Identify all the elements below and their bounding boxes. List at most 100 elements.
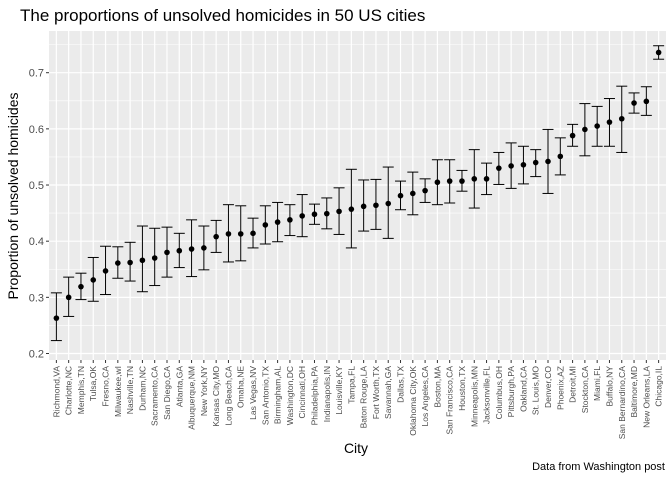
x-tick-label: Louisville,KY <box>334 366 344 415</box>
x-tick-label: Buffalo,NY <box>604 366 614 407</box>
data-point <box>127 259 133 266</box>
x-axis: Richmond,VA Charlotte,NC Memphis,TN Tulsa,O… <box>51 360 664 440</box>
data-point <box>250 230 256 237</box>
data-point <box>225 231 232 237</box>
data-point <box>287 217 293 223</box>
x-tick-label: Charlotte,NC <box>64 366 74 415</box>
x-tick-label: Phoenix,AZ <box>555 366 565 410</box>
x-tick-label: Fresno,CA <box>101 366 111 407</box>
data-point <box>643 98 650 105</box>
x-tick-label: Houston,TX <box>457 366 467 411</box>
plot-panel <box>49 31 666 360</box>
x-tick-label: Sacramento,CA <box>150 366 160 426</box>
x-tick-label: Columbus,OH <box>494 366 504 419</box>
x-tick-label: San Francisco,CA <box>445 366 455 435</box>
data-point <box>102 268 109 274</box>
x-tick-label: Boston,MA <box>432 366 442 408</box>
y-tick-label: 0.6 <box>29 124 44 136</box>
data-point <box>508 163 514 169</box>
data-point <box>53 315 60 321</box>
x-tick-label: Baltimore,MD <box>629 366 639 417</box>
data-point <box>655 49 662 56</box>
y-tick-label: 0.7 <box>29 68 44 80</box>
y-tick-label: 0.2 <box>29 349 44 361</box>
x-tick-label: Minneapolis,MN <box>469 366 479 427</box>
x-tick-label: Dallas,TX <box>396 366 406 403</box>
x-tick-label: Los Angeles,CA <box>420 366 430 427</box>
x-tick-label: San Antonio,TX <box>260 366 270 425</box>
x-tick-label: New York,NY <box>199 366 209 416</box>
x-tick-label: Pittsburgh,PA <box>506 366 516 418</box>
data-point <box>434 179 441 186</box>
x-tick-label: Omaha,NE <box>236 366 246 408</box>
data-point <box>299 213 305 219</box>
x-tick-label: Memphis,TN <box>76 366 86 414</box>
data-point <box>397 192 404 199</box>
x-tick-label: Baton Rouge,LA <box>359 366 369 429</box>
data-point <box>274 219 281 225</box>
x-tick-label: Chicago,IL <box>654 366 664 407</box>
x-tick-label: New Orleans,LA <box>641 366 651 428</box>
data-point <box>496 165 502 171</box>
x-tick-label: Philadelphia,PA <box>309 366 319 426</box>
grid-minor <box>49 44 666 326</box>
x-tick-label: Nashville,TN <box>125 366 135 414</box>
data-point <box>471 176 478 182</box>
data-point <box>422 187 428 194</box>
data-point <box>360 203 367 210</box>
data-point <box>606 119 613 125</box>
data-point <box>557 153 564 160</box>
data-point <box>545 158 551 165</box>
x-tick-label: Durham,NC <box>137 366 147 411</box>
y-tick-label: 0.4 <box>29 236 44 248</box>
x-tick-label: Tulsa,OK <box>88 366 98 401</box>
data-point <box>139 257 146 264</box>
data-point <box>201 245 207 251</box>
data-point <box>582 126 588 133</box>
data-point <box>90 277 97 283</box>
x-tick-label: Fort Worth,TX <box>371 366 381 420</box>
data-point <box>348 206 355 212</box>
data-point <box>213 233 219 240</box>
data-point <box>311 211 318 218</box>
data-point <box>237 231 244 237</box>
data-point <box>618 115 625 122</box>
y-tick-label: 0.5 <box>29 180 44 192</box>
caption: Data from Washington post <box>532 461 665 473</box>
x-tick-label: Tampa,FL <box>346 366 356 404</box>
x-tick-label: Denver,CO <box>543 366 553 408</box>
x-tick-label: Savannah,GA <box>383 366 393 419</box>
data-point <box>459 178 465 184</box>
x-tick-label: Richmond,VA <box>51 366 61 418</box>
data-point <box>336 208 342 215</box>
data-point <box>188 246 195 252</box>
chart-title: The proportions of unsolved homicides in… <box>20 6 425 25</box>
y-tick-label: 0.3 <box>29 292 44 304</box>
y-axis: 0.2 0.3 0.4 0.5 0.6 0.7 <box>29 68 49 361</box>
data-point <box>65 294 72 301</box>
data-point <box>164 249 170 256</box>
x-tick-label: Birmingham,AL <box>273 366 283 424</box>
x-tick-label: Las Vegas,NV <box>248 366 258 420</box>
data-point <box>446 178 453 184</box>
x-tick-label: San Bernardino,CA <box>617 366 627 440</box>
x-tick-label: Oakland,CA <box>518 366 528 412</box>
x-tick-label: Oklahoma City,OK <box>408 366 418 436</box>
data-point <box>532 159 539 166</box>
data-point <box>323 210 330 217</box>
data-point <box>483 176 490 182</box>
data-point <box>520 162 527 168</box>
data-point <box>631 100 637 106</box>
x-tick-label: Long Beach,CA <box>223 366 233 426</box>
x-tick-label: Washington,DC <box>285 366 295 425</box>
x-tick-label: Indianapolis,IN <box>322 366 332 422</box>
x-tick-label: Stockton,CA <box>580 366 590 414</box>
data-point <box>385 200 392 207</box>
x-tick-label: Detroit,MI <box>568 366 578 403</box>
data-point <box>594 123 600 129</box>
data-point <box>262 222 269 228</box>
data-point <box>78 283 84 290</box>
x-tick-label: Albuquerque,NM <box>187 366 197 430</box>
x-tick-label: St. Louis,MO <box>531 366 541 416</box>
x-tick-label: Atlanta,GA <box>174 366 184 407</box>
